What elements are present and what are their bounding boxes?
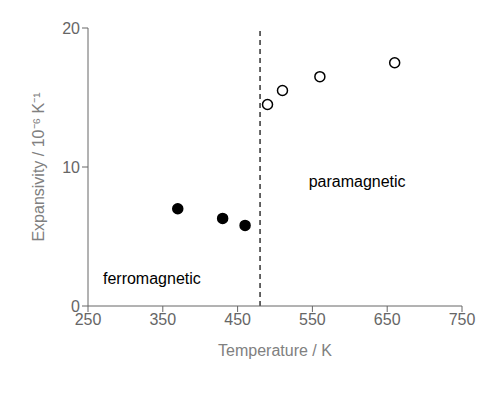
svg-text:Temperature / K: Temperature / K xyxy=(218,342,332,359)
svg-text:0: 0 xyxy=(71,298,80,315)
svg-text:750: 750 xyxy=(449,311,476,328)
svg-text:350: 350 xyxy=(149,311,176,328)
svg-text:650: 650 xyxy=(374,311,401,328)
svg-text:250: 250 xyxy=(74,311,102,329)
svg-text:ferromagnetic: ferromagnetic xyxy=(103,270,201,287)
svg-text:10: 10 xyxy=(62,159,80,176)
svg-text:450: 450 xyxy=(224,311,251,328)
svg-text:20: 20 xyxy=(62,20,80,37)
svg-text:550: 550 xyxy=(299,311,326,328)
svg-text:paramagnetic: paramagnetic xyxy=(309,173,406,190)
svg-text:Expansivity / 10⁻⁶ K⁻¹: Expansivity / 10⁻⁶ K⁻¹ xyxy=(30,92,47,241)
